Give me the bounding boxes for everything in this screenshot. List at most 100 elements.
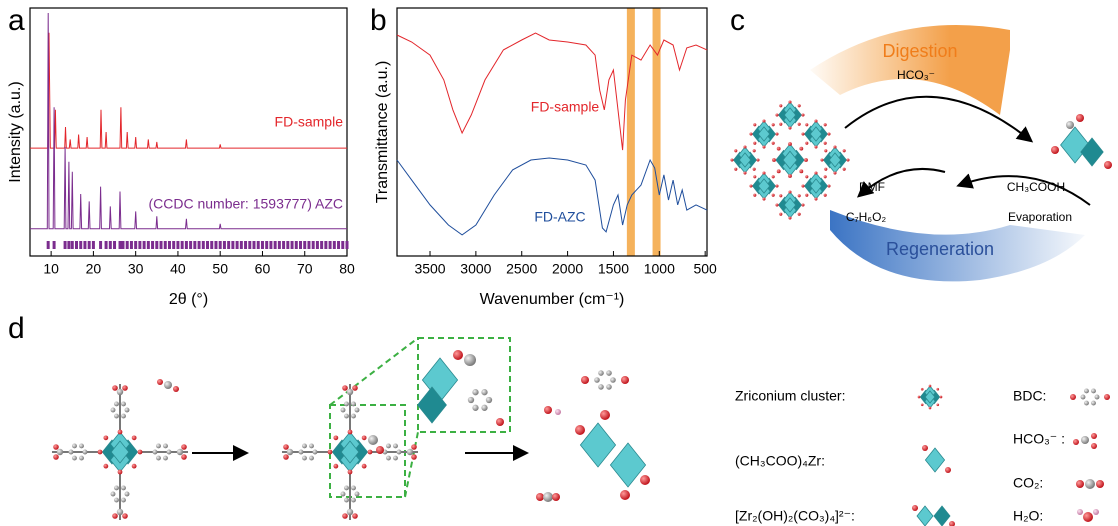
cycle-label: Digestion	[882, 41, 957, 61]
zoom-box	[417, 337, 511, 433]
panel-label: a	[8, 4, 25, 37]
atom	[1104, 394, 1110, 400]
atom	[824, 167, 828, 171]
atom	[598, 370, 604, 376]
polyhedron	[579, 422, 617, 468]
atom	[801, 203, 805, 207]
atom	[734, 149, 738, 153]
x-tick-label: 60	[255, 261, 271, 277]
polyhedron	[933, 505, 951, 526]
atom	[1051, 146, 1059, 154]
polyhedron	[828, 152, 842, 168]
atom	[496, 418, 504, 426]
x-tick-label: 1000	[644, 261, 675, 277]
atom	[312, 449, 318, 455]
x-tick-label: 2500	[506, 261, 537, 277]
atom	[734, 167, 738, 171]
atom	[340, 407, 346, 413]
atom	[620, 490, 630, 500]
panel-label: c	[730, 4, 745, 37]
legend-label: BDC:	[1013, 388, 1046, 404]
atom	[354, 491, 360, 497]
atom	[173, 386, 179, 392]
atom	[543, 492, 553, 502]
legend-label: Zriconium cluster:	[735, 388, 845, 404]
atom	[1094, 394, 1100, 400]
atom	[166, 449, 172, 455]
atom	[72, 455, 77, 461]
atom	[799, 146, 804, 151]
atom	[1091, 443, 1097, 449]
panel-label: d	[8, 312, 25, 345]
atom	[124, 407, 130, 413]
atom	[788, 100, 792, 104]
atom	[814, 119, 818, 123]
atom	[342, 385, 348, 391]
atom	[283, 444, 289, 450]
x-tick-label: 10	[43, 261, 59, 277]
x-tick-label: 40	[170, 261, 186, 277]
atom	[1084, 400, 1089, 406]
atom	[82, 449, 88, 455]
zoom-line	[329, 337, 419, 406]
atom	[485, 396, 493, 404]
atom	[344, 497, 349, 503]
atom	[122, 385, 128, 391]
atom	[922, 445, 928, 451]
atom	[327, 449, 333, 455]
series-label: FD-sample	[275, 114, 344, 130]
atom	[598, 384, 604, 390]
atom	[1081, 436, 1089, 444]
atom	[552, 493, 560, 501]
atom	[411, 454, 417, 460]
atom	[156, 443, 161, 449]
atom	[762, 119, 766, 123]
atom	[298, 449, 304, 455]
arrow	[844, 95, 1034, 143]
atom	[1104, 161, 1112, 169]
atom	[805, 175, 809, 179]
atom	[352, 385, 358, 391]
atom	[176, 448, 184, 456]
atom	[920, 387, 924, 391]
atom	[121, 485, 126, 491]
x-tick-label: 1500	[598, 261, 629, 277]
atom	[1073, 439, 1079, 445]
x-tick-label: 2000	[552, 261, 583, 277]
atom	[805, 123, 809, 127]
atom	[1083, 512, 1093, 522]
atom	[743, 145, 747, 149]
atom	[347, 429, 353, 435]
atom	[917, 395, 921, 399]
atom	[846, 158, 850, 162]
atom	[823, 141, 827, 145]
atom	[581, 376, 589, 384]
atom	[936, 387, 940, 391]
digestion-swoosh	[810, 25, 1010, 115]
atom	[606, 384, 612, 390]
highlight-band	[626, 8, 635, 256]
atom	[833, 145, 837, 149]
atom	[386, 443, 391, 449]
atom	[361, 435, 367, 441]
atom	[1066, 121, 1074, 129]
atom	[753, 123, 757, 127]
atom	[351, 413, 356, 419]
atom	[163, 443, 168, 449]
atom	[163, 455, 168, 461]
atom	[481, 404, 488, 411]
atom	[600, 410, 610, 420]
atom	[68, 449, 74, 455]
atom	[354, 407, 360, 413]
panel-label: b	[370, 4, 387, 37]
atom	[823, 193, 827, 197]
atom	[771, 193, 775, 197]
atom	[772, 158, 776, 162]
atom	[1085, 479, 1095, 489]
atom	[164, 381, 172, 389]
atom	[814, 197, 818, 201]
atom	[801, 113, 805, 117]
atom	[640, 475, 650, 485]
cycle-label: C₇H₆O₂	[846, 210, 887, 224]
polyhedron	[1080, 137, 1104, 167]
